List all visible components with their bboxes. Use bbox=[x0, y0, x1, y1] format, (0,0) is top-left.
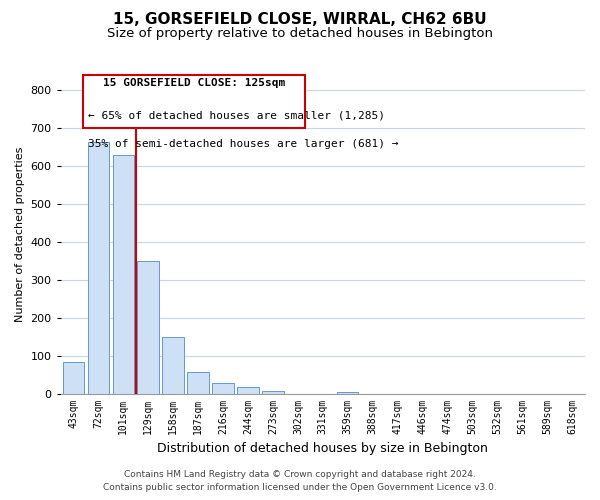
Bar bbox=[88, 142, 109, 394]
Bar bbox=[238, 386, 259, 394]
Bar bbox=[262, 390, 284, 394]
Text: Size of property relative to detached houses in Bebington: Size of property relative to detached ho… bbox=[107, 28, 493, 40]
X-axis label: Distribution of detached houses by size in Bebington: Distribution of detached houses by size … bbox=[157, 442, 488, 455]
Bar bbox=[137, 261, 159, 394]
Bar bbox=[337, 392, 358, 394]
Bar bbox=[187, 372, 209, 394]
Y-axis label: Number of detached properties: Number of detached properties bbox=[15, 146, 25, 322]
Text: 15 GORSEFIELD CLOSE: 125sqm: 15 GORSEFIELD CLOSE: 125sqm bbox=[103, 78, 286, 88]
Bar bbox=[163, 338, 184, 394]
Text: Contains HM Land Registry data © Crown copyright and database right 2024.
Contai: Contains HM Land Registry data © Crown c… bbox=[103, 470, 497, 492]
Text: 35% of semi-detached houses are larger (681) →: 35% of semi-detached houses are larger (… bbox=[88, 138, 399, 148]
Text: 15, GORSEFIELD CLOSE, WIRRAL, CH62 6BU: 15, GORSEFIELD CLOSE, WIRRAL, CH62 6BU bbox=[113, 12, 487, 28]
Bar bbox=[113, 154, 134, 394]
FancyBboxPatch shape bbox=[83, 75, 305, 128]
Bar bbox=[62, 362, 84, 394]
Bar bbox=[212, 384, 233, 394]
Text: ← 65% of detached houses are smaller (1,285): ← 65% of detached houses are smaller (1,… bbox=[88, 110, 385, 120]
